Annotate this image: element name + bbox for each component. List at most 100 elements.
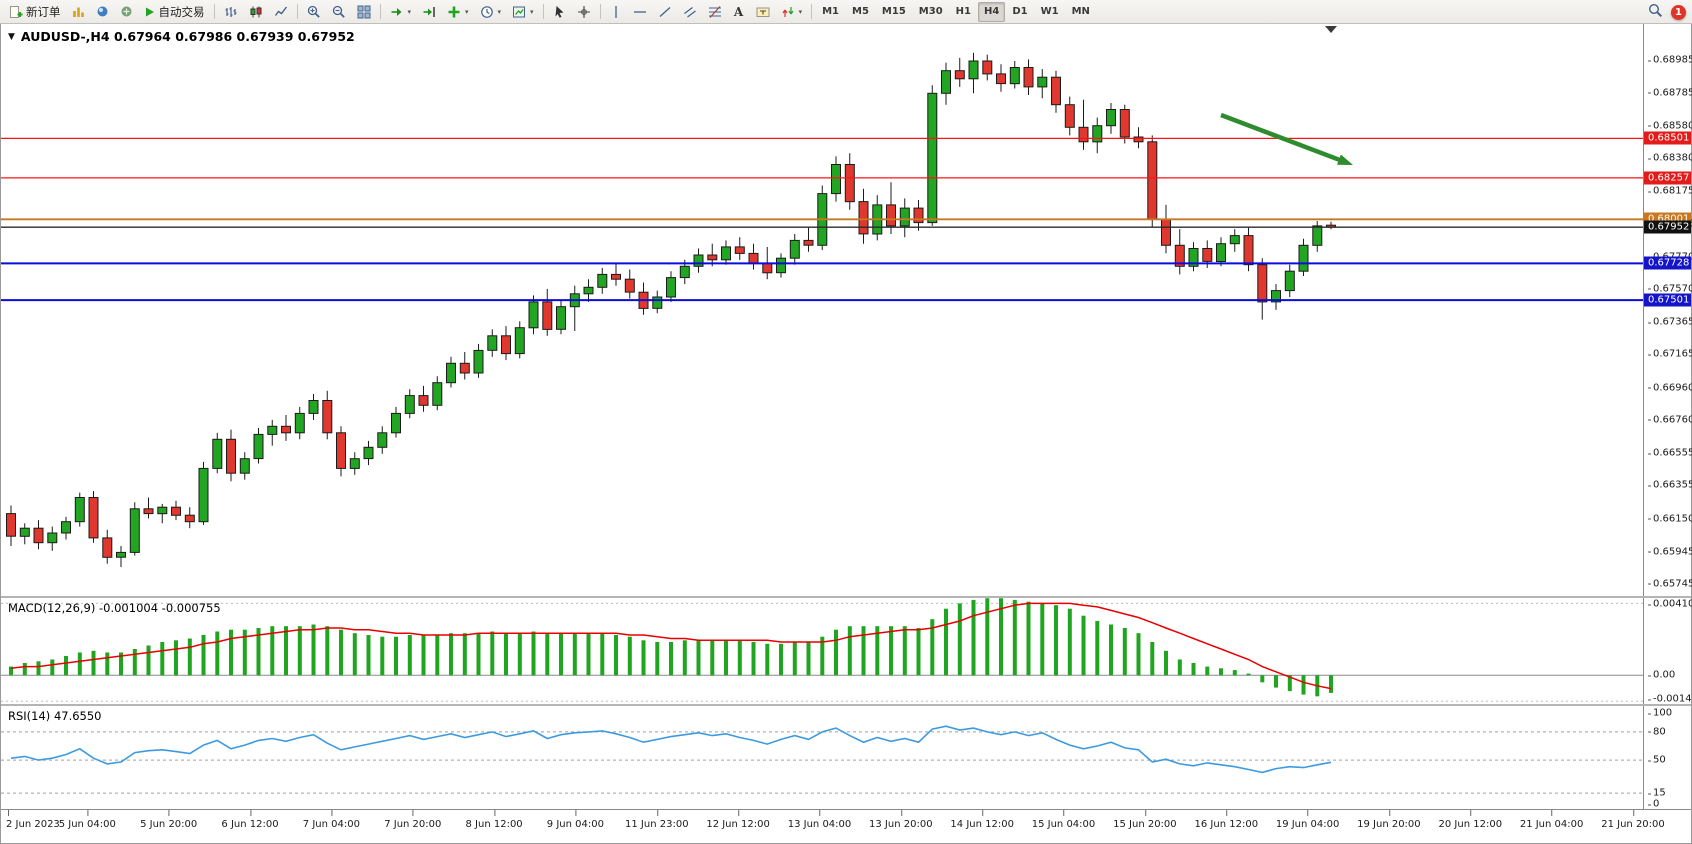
terminal-icon — [120, 5, 133, 18]
price-tick: 0.66555 — [1648, 448, 1692, 459]
dropdown-caret-icon: ▾ — [497, 7, 502, 16]
timeframe-h4-button[interactable]: H4 — [978, 1, 1006, 22]
time-axis-label: 6 Jun 12:00 — [221, 810, 279, 830]
timeframe-d1-button[interactable]: D1 — [1012, 6, 1028, 17]
tile-windows-icon — [357, 5, 371, 19]
rsi-scale-tick: 100 — [1648, 708, 1672, 719]
time-axis[interactable]: 2 Jun 2023 5 Jun 04:00 5 Jun 20:00 6 Jun 12… — [1, 810, 1691, 837]
chart-shift-icon — [422, 5, 436, 19]
timeframe-w1-button[interactable]: W1 — [1040, 6, 1059, 17]
trend-arrow-annotation[interactable] — [1220, 112, 1353, 165]
zoom-in-icon — [307, 5, 321, 19]
timeframe-m15-button[interactable]: M15 — [881, 6, 906, 17]
toolbar-right-group: 1 — [1648, 0, 1686, 24]
rsi-label: RSI(14) 47.6550 — [8, 709, 102, 723]
chart-shift-marker-icon[interactable] — [1325, 26, 1337, 33]
rsi-canvas[interactable] — [1, 706, 1643, 810]
macd-scale-tick: 0.004103 — [1648, 599, 1692, 610]
templates-button[interactable]: ▾ — [507, 2, 539, 22]
time-axis-label: 5 Jun 04:00 — [58, 810, 116, 830]
price-tick: 0.68985 — [1648, 55, 1692, 66]
candlestick-series — [6, 52, 1336, 567]
cursor-button[interactable] — [548, 2, 571, 22]
macd-label: MACD(12,26,9) -0.001004 -0.000755 — [8, 601, 221, 615]
trendline-tool-button[interactable] — [653, 2, 677, 22]
time-axis-label: 14 Jun 12:00 — [950, 810, 1014, 830]
time-axis-label: 5 Jun 20:00 — [140, 810, 198, 830]
time-axis-label: 19 Jun 04:00 — [1275, 810, 1340, 830]
main-price-panel: ▼ AUDUSD-,H4 0.67964 0.67986 0.67939 0.6… — [1, 24, 1692, 598]
vertical-line-tool-button[interactable] — [605, 2, 627, 22]
trendline-icon — [658, 5, 672, 19]
dropdown-caret-icon: ▾ — [530, 7, 534, 16]
price-tick: 0.67165 — [1648, 349, 1692, 360]
rsi-scale[interactable]: 100 80 50 15 0 — [1643, 706, 1691, 810]
macd-scale[interactable]: 0.004103 0.00 -0.001477 — [1643, 598, 1692, 705]
channel-tool-button[interactable] — [678, 2, 702, 22]
macd-scale-tick: -0.001477 — [1648, 694, 1692, 705]
search-icon[interactable] — [1648, 3, 1663, 22]
time-axis-label: 7 Jun 04:00 — [302, 810, 360, 830]
chart-line-button[interactable] — [269, 2, 293, 22]
text-tool-button[interactable]: A — [728, 2, 750, 22]
text-label-tool-button[interactable] — [751, 2, 775, 22]
level-price-label: 0.68257 — [1644, 171, 1691, 185]
new-order-label: 新订单 — [26, 4, 61, 19]
fibonacci-tool-button[interactable] — [703, 2, 727, 22]
fibonacci-icon — [708, 5, 722, 19]
zoom-out-button[interactable] — [327, 2, 351, 22]
time-axis-label: 21 Jun 20:00 — [1601, 810, 1665, 830]
text-label-icon — [756, 5, 770, 19]
timeframe-m5-button[interactable]: M5 — [852, 6, 869, 17]
navigator-button[interactable] — [91, 2, 114, 22]
crosshair-button[interactable] — [572, 2, 596, 22]
current-price-label: 0.67952 — [1644, 220, 1691, 234]
main-chart-canvas[interactable] — [1, 24, 1643, 598]
timeframe-h1-button[interactable]: H1 — [955, 6, 971, 17]
bar-chart-icon — [224, 5, 238, 19]
autotrading-label: 自动交易 — [158, 4, 205, 19]
price-tick: 0.65945 — [1648, 546, 1692, 557]
macd-canvas[interactable] — [1, 598, 1643, 706]
tile-windows-button[interactable] — [352, 2, 376, 22]
clock-icon — [480, 5, 494, 19]
time-axis-label: 13 Jun 20:00 — [869, 810, 933, 830]
price-tick: 0.68175 — [1648, 186, 1692, 197]
time-axis-label: 19 Jun 20:00 — [1357, 810, 1421, 830]
text-icon: A — [733, 4, 744, 19]
arrows-tool-button[interactable]: ▾ — [776, 2, 808, 22]
chart-collapse-icon[interactable]: ▼ — [8, 31, 15, 42]
macd-panel: MACD(12,26,9) -0.001004 -0.000755 0.0041… — [1, 598, 1692, 706]
toolbar-separator — [542, 4, 544, 19]
autotrading-button[interactable]: 自动交易 — [139, 2, 210, 22]
timeframe-m1-button[interactable]: M1 — [822, 6, 839, 17]
timeframe-mn-button[interactable]: MN — [1071, 6, 1090, 17]
auto-scroll-button[interactable]: ▾ — [385, 2, 417, 22]
zoom-in-button[interactable] — [302, 2, 326, 22]
toolbar-separator — [296, 4, 298, 19]
time-axis-label: 11 Jun 23:00 — [625, 810, 689, 830]
time-axis-label: 13 Jun 04:00 — [787, 810, 852, 830]
autotrading-play-icon — [144, 6, 156, 18]
rsi-scale-tick: 80 — [1648, 726, 1666, 737]
terminal-button[interactable] — [115, 2, 138, 22]
rsi-panel: RSI(14) 47.6550 100 80 50 15 0 — [1, 706, 1691, 810]
chart-candles-button[interactable] — [244, 2, 268, 22]
toolbar-separator — [213, 4, 215, 19]
new-order-button[interactable]: 新订单 — [4, 2, 66, 22]
price-tick: 0.66150 — [1648, 513, 1692, 524]
timeframe-m30-button[interactable]: M30 — [918, 6, 943, 17]
chart-bars-button[interactable] — [219, 2, 243, 22]
price-tick: 0.67365 — [1648, 317, 1692, 328]
rsi-scale-tick: 50 — [1648, 755, 1666, 766]
line-chart-icon — [274, 5, 288, 19]
indicators-button[interactable]: ▾ — [442, 2, 474, 22]
chart-shift-button[interactable] — [417, 2, 441, 22]
price-tick: 0.68785 — [1648, 87, 1692, 98]
macd-signal-line — [10, 602, 1332, 690]
market-watch-button[interactable] — [67, 2, 90, 22]
horizontal-line-tool-button[interactable] — [628, 2, 652, 22]
notification-badge[interactable]: 1 — [1671, 4, 1686, 20]
price-scale[interactable]: 0.68985 0.68785 0.68580 0.68380 0.68175 0.679… — [1643, 24, 1692, 596]
periods-button[interactable]: ▾ — [475, 2, 507, 22]
